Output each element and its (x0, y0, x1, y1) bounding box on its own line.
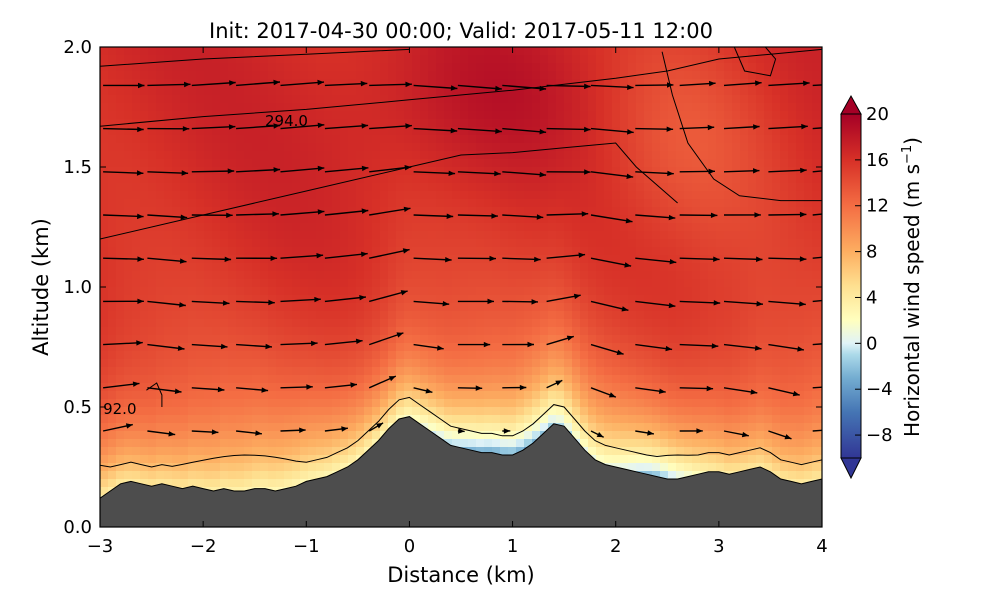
contour-label: 294.0 (265, 112, 308, 130)
colorbar-tick-label: −8 (866, 425, 893, 446)
x-tick-label: 3 (713, 536, 724, 557)
y-axis-label: Altitude (km) (29, 218, 53, 356)
colorbar-extend-bottom (840, 457, 862, 480)
x-tick-label: −1 (293, 536, 320, 557)
colorbar-tick-label: 20 (866, 104, 889, 125)
x-axis-label: Distance (km) (387, 563, 535, 587)
y-tick-label: 1.5 (63, 157, 92, 178)
contour-label: 92.0 (103, 400, 136, 418)
colorbar: 20 16 12 8 4 0 −4 −8 Horizontal wind speed (m s… (840, 94, 924, 480)
terrain-surface (100, 416, 822, 527)
contour-labels: 294.0 92.0 (103, 112, 308, 418)
colorbar-tick-label: 16 (866, 150, 889, 171)
x-tick-label: 1 (507, 536, 518, 557)
y-tick-label: 1.0 (63, 277, 92, 298)
y-tick-label: 0.0 (63, 517, 92, 538)
colorbar-tick-label: 4 (866, 287, 877, 308)
y-tick-label: 0.5 (63, 397, 92, 418)
x-tick-label: 4 (816, 536, 827, 557)
colorbar-tick-label: 8 (866, 242, 877, 263)
y-axis-ticks: 0.0 0.5 1.0 1.5 2.0 (63, 37, 822, 538)
x-axis-ticks: −3 −2 −1 0 1 2 3 4 (87, 47, 828, 557)
x-tick-label: −3 (87, 536, 114, 557)
wind-vectors (102, 79, 822, 440)
x-tick-label: 0 (404, 536, 415, 557)
colorbar-extend-top (840, 94, 862, 115)
x-tick-label: −2 (190, 536, 217, 557)
y-tick-label: 2.0 (63, 37, 92, 58)
plot-area: 294.0 92.0 (100, 47, 822, 527)
colorbar-tick-label: 12 (866, 196, 889, 217)
colorbar-gradient (840, 113, 862, 459)
colorbar-label: Horizontal wind speed (m s−1) (900, 137, 924, 437)
chart-title: Init: 2017-04-30 00:00; Valid: 2017-05-1… (209, 19, 713, 43)
colorbar-tick-label: −4 (866, 379, 893, 400)
colorbar-tick-label: 0 (866, 333, 877, 354)
x-tick-label: 2 (610, 536, 621, 557)
colorbar-ticks: 20 16 12 8 4 0 −4 −8 (855, 104, 893, 446)
